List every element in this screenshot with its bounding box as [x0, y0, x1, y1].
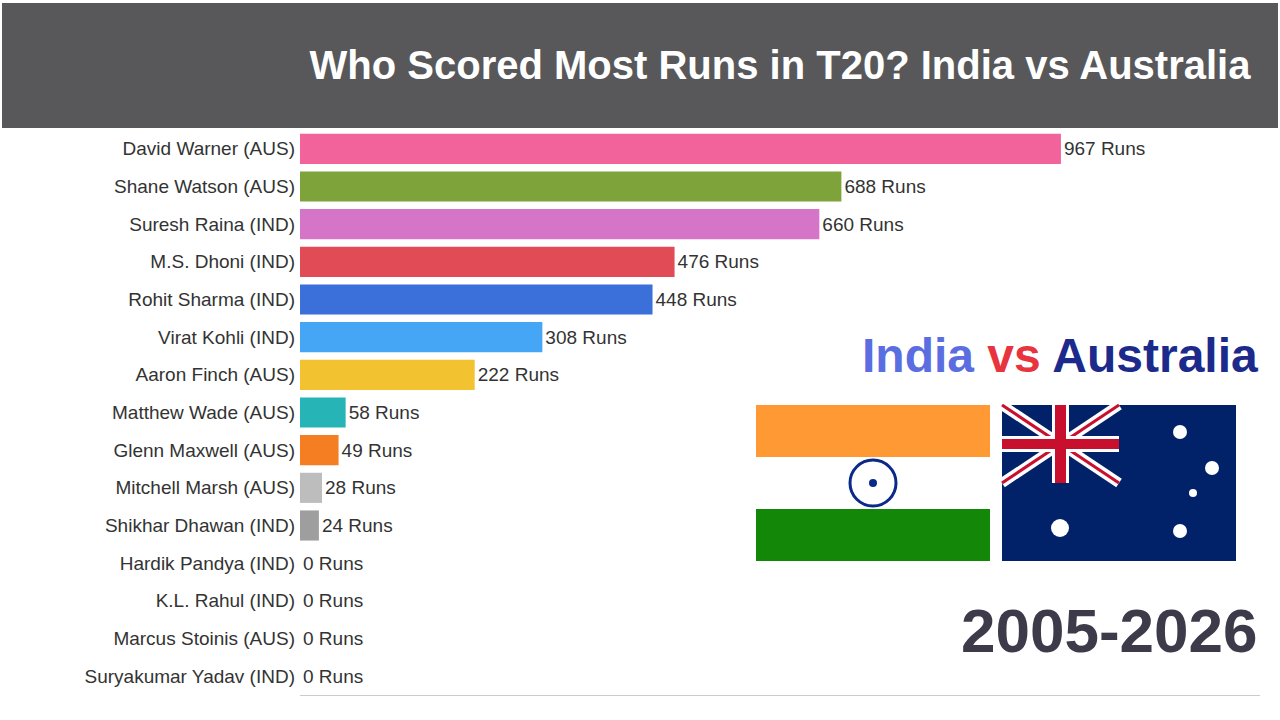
svg-text:688 Runs: 688 Runs [844, 176, 925, 197]
svg-text:Hardik Pandya (IND): Hardik Pandya (IND) [120, 553, 295, 574]
svg-text:K.L. Rahul (IND): K.L. Rahul (IND) [156, 590, 295, 611]
svg-text:2005-2026: 2005-2026 [961, 596, 1258, 665]
svg-text:M.S. Dhoni (IND): M.S. Dhoni (IND) [150, 251, 295, 272]
svg-text:Mitchell Marsh (AUS): Mitchell Marsh (AUS) [116, 477, 295, 498]
svg-text:Virat Kohli (IND): Virat Kohli (IND) [158, 327, 295, 348]
svg-text:Matthew Wade (AUS): Matthew Wade (AUS) [112, 402, 295, 423]
svg-text:India vs Australia: India vs Australia [862, 329, 1258, 382]
svg-text:Suryakumar Yadav (IND): Suryakumar Yadav (IND) [85, 666, 295, 687]
svg-text:24 Runs: 24 Runs [322, 515, 393, 536]
svg-text:0 Runs: 0 Runs [303, 553, 363, 574]
svg-text:David Warner (AUS): David Warner (AUS) [123, 138, 295, 159]
svg-text:448 Runs: 448 Runs [656, 289, 737, 310]
svg-text:Rohit Sharma (IND): Rohit Sharma (IND) [128, 289, 295, 310]
svg-text:476 Runs: 476 Runs [678, 251, 759, 272]
svg-text:967 Runs: 967 Runs [1064, 138, 1145, 159]
svg-text:0 Runs: 0 Runs [303, 666, 363, 687]
svg-text:660 Runs: 660 Runs [822, 214, 903, 235]
svg-text:58 Runs: 58 Runs [349, 402, 420, 423]
svg-text:308 Runs: 308 Runs [545, 327, 626, 348]
svg-text:Who Scored Most Runs in T20? I: Who Scored Most Runs in T20? India vs Au… [310, 43, 1252, 87]
svg-text:222 Runs: 222 Runs [478, 364, 559, 385]
svg-text:0 Runs: 0 Runs [303, 628, 363, 649]
svg-text:Shane Watson (AUS): Shane Watson (AUS) [114, 176, 295, 197]
svg-text:Glenn Maxwell (AUS): Glenn Maxwell (AUS) [113, 440, 295, 461]
svg-text:28 Runs: 28 Runs [325, 477, 396, 498]
svg-text:Suresh Raina (IND): Suresh Raina (IND) [129, 214, 295, 235]
svg-text:0 Runs: 0 Runs [303, 590, 363, 611]
svg-text:Aaron Finch (AUS): Aaron Finch (AUS) [136, 364, 295, 385]
svg-text:Marcus Stoinis (AUS): Marcus Stoinis (AUS) [113, 628, 295, 649]
svg-text:Shikhar Dhawan (IND): Shikhar Dhawan (IND) [105, 515, 295, 536]
svg-text:49 Runs: 49 Runs [342, 440, 413, 461]
